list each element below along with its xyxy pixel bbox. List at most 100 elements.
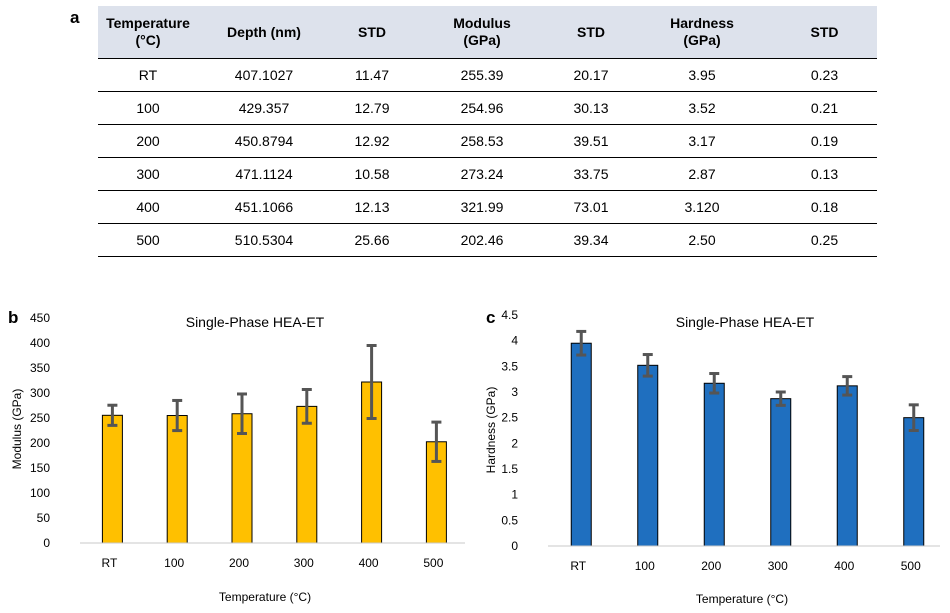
table-cell: 3.52 (632, 91, 772, 125)
y-axis-label: Modulus (GPa) (10, 389, 24, 470)
table-cell: 429.357 (198, 91, 330, 125)
panel-label-b: b (8, 308, 19, 327)
y-tick-label: 100 (30, 486, 50, 500)
y-tick-label: 0.5 (501, 513, 518, 527)
y-tick-label: 150 (30, 461, 50, 475)
table-cell: 400 (98, 190, 198, 224)
table-cell: 39.34 (550, 223, 632, 257)
y-tick-label: 2 (511, 436, 518, 450)
table-cell: 254.96 (414, 91, 550, 125)
table-cell: 0.19 (772, 124, 877, 158)
hardness-bar-chart: Single-Phase HEA-ET Hardness (GPa) Tempe… (484, 308, 940, 606)
y-tick-label: 350 (30, 361, 50, 375)
table-header-row: Temperature (°C) Depth (nm) STD Modulus (G… (98, 6, 877, 59)
table-cell: 2.87 (632, 157, 772, 191)
table-cell: 39.51 (550, 124, 632, 158)
bar (637, 364, 659, 547)
table-cell: 25.66 (330, 223, 414, 257)
table-cell: 2.50 (632, 223, 772, 257)
table-cell: 100 (98, 91, 198, 125)
table-cell: 202.46 (414, 223, 550, 257)
panel-label-c: c (486, 308, 496, 327)
x-tick-label: 400 (834, 559, 854, 573)
y-tick-label: 3.5 (501, 359, 518, 373)
header-modulus: Modulus (GPa) (453, 15, 511, 48)
table-cell: 258.53 (414, 124, 550, 158)
table-cell: 200 (98, 124, 198, 158)
table-cell: RT (98, 58, 198, 92)
x-tick-label: 500 (423, 556, 443, 570)
y-tick-label: 0 (511, 539, 518, 553)
bar (703, 382, 725, 547)
bar (903, 417, 925, 547)
modulus-bar-chart: Single-Phase HEA-ET Modulus (GPa) Temper… (10, 311, 465, 604)
table-cell: 3.95 (632, 58, 772, 92)
bar (770, 398, 792, 547)
x-tick-label: 300 (768, 559, 788, 573)
chart-title: Single-Phase HEA-ET (186, 314, 325, 330)
y-tick-label: 400 (30, 336, 50, 350)
x-tick-label: RT (102, 556, 118, 570)
table-row: 300 471.1124 10.58 273.24 33.75 2.87 0.13 (98, 157, 877, 191)
table-cell: 407.1027 (198, 58, 330, 92)
table-cell: 451.1066 (198, 190, 330, 224)
table-cell: 33.75 (550, 157, 632, 191)
x-axis-label: Temperature (°C) (696, 592, 788, 606)
table-cell: 471.1124 (198, 157, 330, 191)
y-axis-label: Hardness (GPa) (484, 387, 498, 474)
panel-label-a: a (70, 8, 80, 27)
header-hardness: Hardness (GPa) (670, 15, 734, 48)
header-depth-std: STD (358, 23, 386, 40)
bar (166, 415, 188, 544)
table-cell: 255.39 (414, 58, 550, 92)
table-cell: 273.24 (414, 157, 550, 191)
header-hardness-std: STD (810, 23, 839, 40)
table-cell: 0.13 (772, 157, 877, 191)
header-temperature: Temperature (°C) (106, 15, 190, 48)
table-cell: 3.120 (632, 190, 772, 224)
table-cell: 510.5304 (198, 223, 330, 257)
y-tick-label: 3 (511, 385, 518, 399)
y-tick-label: 250 (30, 411, 50, 425)
table-cell: 0.25 (772, 223, 877, 257)
header-modulus-std: STD (577, 23, 605, 40)
table-cell: 12.13 (330, 190, 414, 224)
y-tick-label: 4 (511, 334, 518, 348)
table-cell: 0.23 (772, 58, 877, 92)
y-tick-label: 1 (511, 488, 518, 502)
y-tick-label: 1.5 (501, 462, 518, 476)
table-cell: 12.79 (330, 91, 414, 125)
y-tick-label: 450 (30, 311, 50, 325)
table-cell: 500 (98, 223, 198, 257)
y-tick-label: 300 (30, 386, 50, 400)
table-row: 500 510.5304 25.66 202.46 39.34 2.50 0.25 (98, 223, 877, 257)
y-tick-label: 4.5 (501, 308, 518, 322)
x-tick-label: 200 (229, 556, 249, 570)
x-tick-label: 100 (635, 559, 655, 573)
bar (296, 405, 318, 544)
table-cell: 12.92 (330, 124, 414, 158)
table-cell: 300 (98, 157, 198, 191)
properties-table: Temperature (°C) Depth (nm) STD Modulus (G… (98, 6, 877, 257)
y-tick-label: 200 (30, 436, 50, 450)
y-tick-label: 50 (37, 511, 51, 525)
chart-title: Single-Phase HEA-ET (676, 314, 815, 330)
x-tick-label: 500 (901, 559, 921, 573)
x-tick-label: 100 (164, 556, 184, 570)
bar (570, 342, 592, 547)
y-tick-label: 2.5 (501, 411, 518, 425)
table-cell: 73.01 (550, 190, 632, 224)
bar (836, 385, 858, 547)
x-axis-label: Temperature (°C) (219, 590, 311, 604)
table-cell: 3.17 (632, 124, 772, 158)
bar (101, 414, 123, 544)
table-cell: 10.58 (330, 157, 414, 191)
y-tick-label: 0 (43, 536, 50, 550)
table-row: 400 451.1066 12.13 321.99 73.01 3.120 0.18 (98, 190, 877, 224)
x-tick-label: 300 (294, 556, 314, 570)
table-cell: 0.21 (772, 91, 877, 125)
table-row: RT 407.1027 11.47 255.39 20.17 3.95 0.23 (98, 58, 877, 92)
table-cell: 450.8794 (198, 124, 330, 158)
table-row: 100 429.357 12.79 254.96 30.13 3.52 0.21 (98, 91, 877, 125)
table-cell: 30.13 (550, 91, 632, 125)
